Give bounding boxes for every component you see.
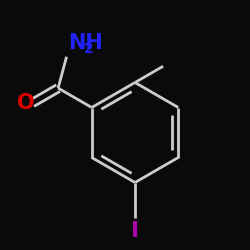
Text: O: O xyxy=(17,93,35,113)
Text: NH: NH xyxy=(68,33,102,53)
Text: 2: 2 xyxy=(84,42,93,56)
Text: I: I xyxy=(131,221,139,241)
